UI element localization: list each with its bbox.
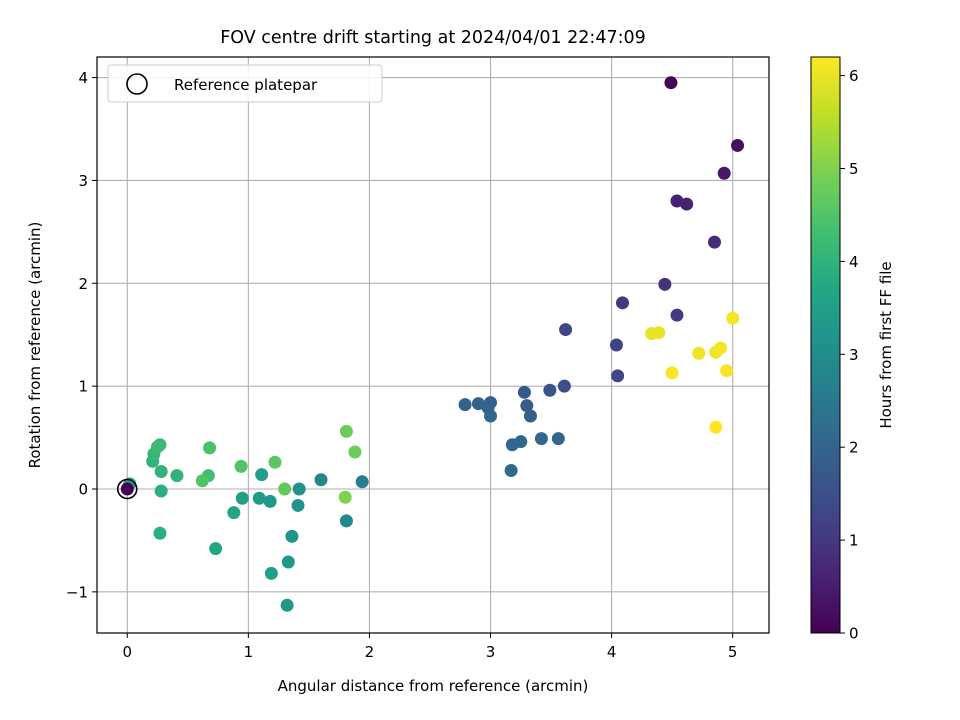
data-point [731,138,745,152]
x-tick-label: 5 [728,643,738,661]
colorbar-tick-label: 0 [849,625,859,643]
data-point [658,277,672,291]
chart-title: FOV centre drift starting at 2024/04/01 … [220,28,646,48]
data-point [292,482,306,496]
data-point [615,296,629,310]
data-point [153,438,167,452]
data-point [264,566,278,580]
data-point [664,76,678,90]
data-point [338,490,352,504]
data-point [726,311,740,325]
x-tick-label: 4 [607,643,617,661]
data-point [203,441,217,455]
x-axis-ticks: 0 1 2 3 4 5 [122,633,737,661]
legend-label: Reference platepar [174,76,318,94]
data-point [154,465,168,479]
data-point [670,308,684,322]
data-point [280,598,294,612]
data-point [517,385,531,399]
data-point [720,364,734,378]
y-tick-label: 1 [78,378,88,396]
data-point [514,435,528,449]
data-point [557,379,571,393]
data-point [227,506,241,520]
x-tick-label: 0 [122,643,132,661]
legend: Reference platepar [107,64,383,103]
colorbar-label: Hours from first FF file [877,261,895,428]
y-axis-label: Rotation from reference (arcmin) [26,222,44,469]
x-tick-label: 3 [486,643,496,661]
data-point [665,366,679,380]
data-point [281,555,295,569]
colorbar-ticks: 0 1 2 3 4 5 6 [840,67,859,643]
colorbar-tick-label: 4 [849,253,859,271]
data-point [153,526,167,540]
data-point [339,514,353,528]
data-point [611,369,625,383]
y-tick-label: 3 [78,172,88,190]
y-tick-label: 4 [78,69,88,87]
data-point [339,424,353,438]
colorbar-tick-label: 5 [849,160,859,178]
y-axis-ticks: −1 0 1 2 3 4 [66,69,97,601]
data-point [534,432,548,446]
grid [97,57,769,633]
data-point [543,383,557,397]
data-point [355,475,369,489]
reference-point-marker [116,478,138,500]
plot-area [96,56,770,634]
data-point [170,469,184,483]
data-point [652,326,666,340]
data-point [234,459,248,473]
data-point [268,455,282,469]
x-tick-label: 2 [365,643,375,661]
colorbar [810,56,841,634]
scatter-points [120,76,745,612]
colorbar-tick-label: 2 [849,439,859,457]
data-point [709,420,723,434]
data-point [504,463,518,477]
data-point [609,338,623,352]
data-point [484,409,498,423]
legend-box [107,64,383,103]
data-point [692,346,706,360]
data-point [235,491,249,505]
legend-marker [126,73,148,95]
data-point [120,482,134,496]
y-tick-label: 2 [78,275,88,293]
colorbar-tick-label: 3 [849,346,859,364]
x-axis-label: Angular distance from reference (arcmin) [278,677,589,695]
data-point [209,542,223,556]
data-point [285,529,299,543]
data-point [520,399,534,413]
data-point [680,197,694,211]
data-point [252,491,266,505]
data-point [523,409,537,423]
data-point [551,432,565,446]
data-point [255,468,269,482]
y-tick-label: −1 [66,583,88,601]
colorbar-tick-label: 1 [849,532,859,550]
data-point [458,398,472,412]
data-point [714,341,728,355]
data-point [348,445,362,459]
y-tick-label: 0 [78,481,88,499]
data-point [717,166,731,180]
data-point [263,494,277,508]
data-point [195,474,209,488]
data-point [291,498,305,512]
reference-marker [116,478,138,500]
data-point [314,473,328,487]
data-point [559,323,573,337]
colorbar-tick-label: 6 [849,67,859,85]
x-tick-label: 1 [244,643,254,661]
data-point [708,235,722,249]
data-point [154,484,168,498]
data-point [278,482,292,496]
